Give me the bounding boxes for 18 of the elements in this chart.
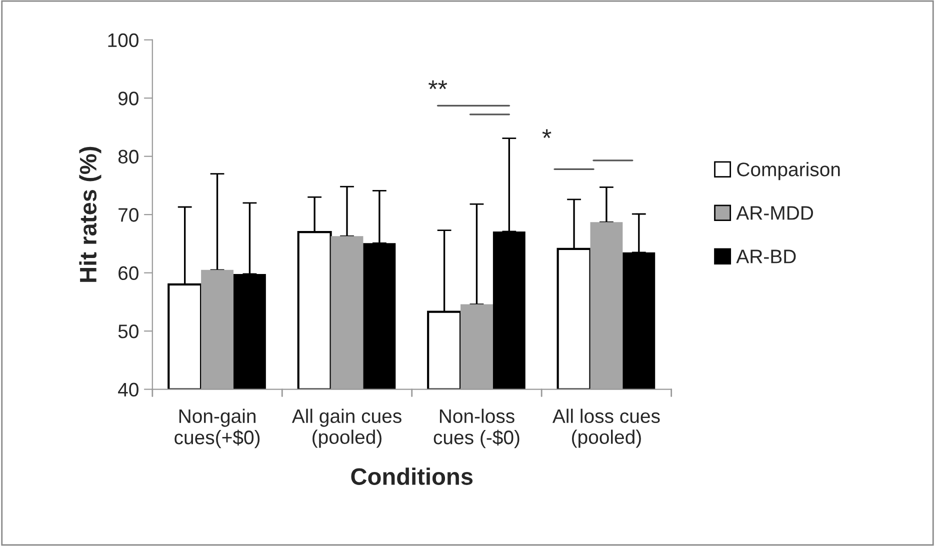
y-axis-title: Hit rates (%): [79, 146, 102, 282]
legend-label: AR-MDD: [736, 206, 814, 220]
x-tick-label: Non-gain cues(+$0): [174, 408, 260, 448]
annotation: *: [542, 129, 552, 138]
y-tick-label: 80: [118, 150, 138, 164]
x-tick-label: All loss cues (pooled): [552, 408, 660, 448]
y-tick-label: 100: [108, 33, 138, 48]
y-tick-label: 70: [118, 208, 138, 222]
y-tick-label: 50: [118, 324, 138, 338]
y-tick-label: 90: [118, 92, 138, 106]
y-tick-label: 60: [118, 266, 138, 280]
y-tick-label: 40: [118, 382, 138, 397]
x-axis-title: Conditions: [351, 468, 473, 485]
x-tick-label: Non-loss cues (-$0): [434, 408, 520, 448]
legend-label: AR-BD: [736, 250, 796, 264]
legend-label: Comparison: [737, 162, 840, 180]
annotation: **: [428, 80, 448, 90]
x-tick-label: All gain cues (pooled): [292, 408, 402, 448]
